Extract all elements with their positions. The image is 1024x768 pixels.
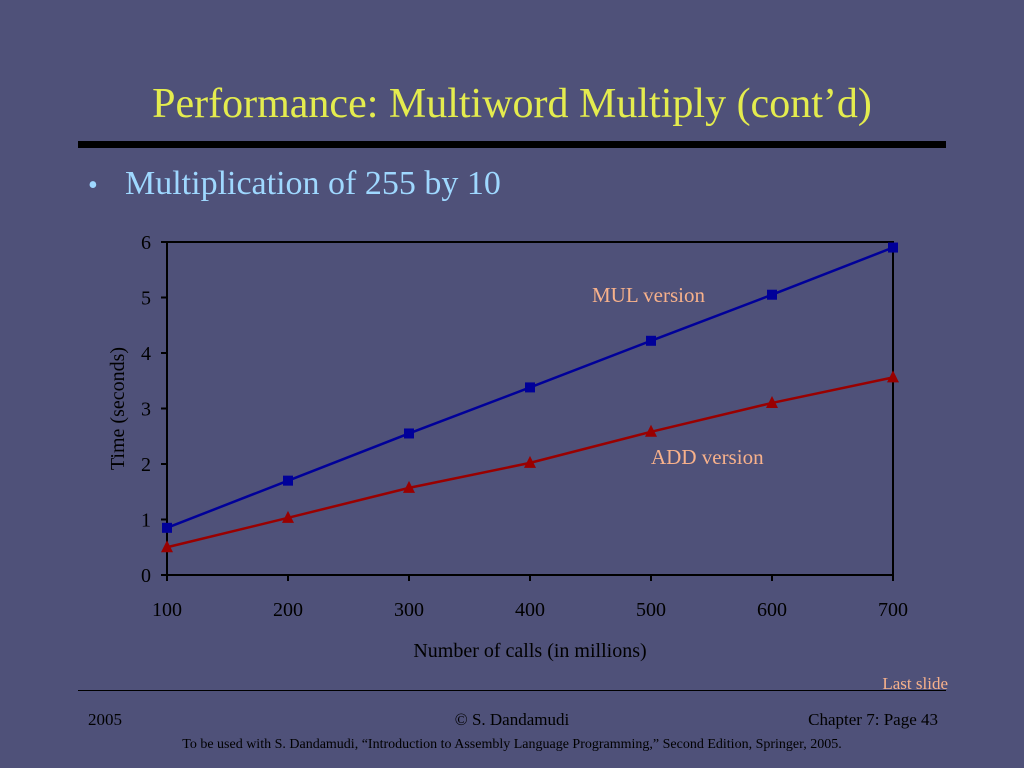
add-data-point — [282, 510, 294, 523]
x-axis-label: Number of calls (in millions) — [413, 640, 646, 662]
add-data-point — [161, 540, 173, 553]
footer-divider — [78, 690, 946, 691]
mul-data-point — [767, 289, 777, 300]
plot-area — [166, 241, 894, 576]
footer-year: 2005 — [88, 710, 122, 729]
x-tick-label: 600 — [757, 599, 787, 621]
mul-data-point — [646, 335, 656, 346]
y-tick-label: 5 — [141, 288, 151, 310]
mul-data-point — [162, 522, 172, 533]
x-tick-label: 100 — [152, 599, 182, 621]
x-tick-label: 700 — [878, 599, 908, 621]
bullet-symbol: • — [88, 170, 98, 201]
y-tick-label: 1 — [141, 510, 151, 532]
y-tick-label: 3 — [141, 399, 151, 421]
x-tick-label: 400 — [515, 599, 545, 621]
mul-data-point — [283, 475, 293, 486]
y-tick-label: 2 — [141, 454, 151, 476]
mul-data-point — [404, 428, 414, 439]
bullet-item: • Multiplication of 255 by 10 — [88, 162, 501, 208]
bullet-text: Multiplication of 255 by 10 — [125, 165, 501, 202]
add-data-point — [645, 424, 657, 437]
add-data-point — [887, 370, 899, 383]
y-tick-label: 0 — [141, 565, 151, 587]
y-tick-label: 6 — [141, 232, 151, 254]
add-data-point — [766, 395, 778, 408]
title-divider — [78, 141, 946, 148]
last-slide-link[interactable]: Last slide — [882, 674, 948, 693]
x-tick-label: 500 — [636, 599, 666, 621]
mul-data-point — [888, 242, 898, 253]
footnote: To be used with S. Dandamudi, “Introduct… — [182, 737, 842, 752]
slide-title: Performance: Multiword Multiply (cont’d) — [152, 81, 872, 127]
mul-version-label: MUL version — [592, 283, 705, 307]
footer: 2005 © S. Dandamudi Chapter 7: Page 43 — [0, 709, 1024, 733]
y-axis-label: Time (seconds) — [107, 347, 129, 470]
footer-copyright: © S. Dandamudi — [454, 710, 570, 729]
add-data-point — [524, 455, 536, 468]
footer-page-number: Chapter 7: Page 43 — [808, 710, 938, 729]
mul-data-point — [525, 382, 535, 393]
x-tick-label: 200 — [273, 599, 303, 621]
x-tick-label: 300 — [394, 599, 424, 621]
add-data-point — [403, 480, 415, 493]
add-version-label: ADD version — [651, 445, 764, 469]
y-tick-label: 4 — [141, 343, 151, 365]
